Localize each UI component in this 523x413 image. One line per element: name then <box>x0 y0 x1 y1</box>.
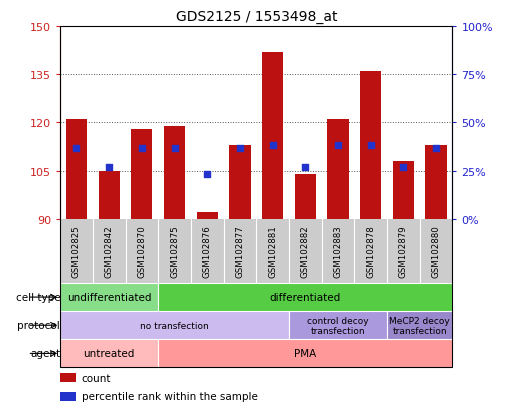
Bar <box>60 373 76 382</box>
Text: protocol: protocol <box>17 320 60 330</box>
Bar <box>164 126 185 219</box>
Text: count: count <box>82 373 111 383</box>
Point <box>432 145 440 152</box>
Bar <box>294 174 316 219</box>
Point <box>138 145 146 152</box>
Bar <box>60 311 289 339</box>
Bar <box>425 145 447 219</box>
Bar <box>387 311 452 339</box>
Text: GSM102878: GSM102878 <box>366 224 375 277</box>
Bar <box>158 339 452 368</box>
Bar <box>197 213 218 219</box>
Bar <box>66 120 87 219</box>
Text: GSM102880: GSM102880 <box>431 224 440 277</box>
Point <box>301 165 310 171</box>
Bar <box>327 120 349 219</box>
Bar <box>229 145 251 219</box>
Text: MeCP2 decoy
transfection: MeCP2 decoy transfection <box>389 316 450 335</box>
Text: GSM102876: GSM102876 <box>203 224 212 277</box>
Point <box>72 145 81 152</box>
Text: control decoy
transfection: control decoy transfection <box>307 316 369 335</box>
Bar <box>60 392 76 401</box>
Text: agent: agent <box>30 349 60 358</box>
Text: undifferentiated: undifferentiated <box>67 292 152 302</box>
Bar <box>393 161 414 219</box>
Text: untreated: untreated <box>84 349 135 358</box>
Point <box>334 142 342 149</box>
Text: GSM102842: GSM102842 <box>105 224 113 277</box>
Bar <box>60 283 158 311</box>
Text: differentiated: differentiated <box>270 292 341 302</box>
Bar <box>158 283 452 311</box>
Bar <box>60 339 158 368</box>
Text: PMA: PMA <box>294 349 316 358</box>
Text: GSM102877: GSM102877 <box>235 224 244 277</box>
Point <box>105 165 113 171</box>
Point <box>203 171 211 178</box>
Point <box>170 145 179 152</box>
Text: GSM102870: GSM102870 <box>138 224 146 277</box>
Text: GSM102875: GSM102875 <box>170 224 179 277</box>
Bar <box>360 72 381 219</box>
Title: GDS2125 / 1553498_at: GDS2125 / 1553498_at <box>176 10 337 24</box>
Bar <box>131 130 153 219</box>
Text: cell type: cell type <box>16 292 60 302</box>
Text: GSM102881: GSM102881 <box>268 224 277 277</box>
Text: percentile rank within the sample: percentile rank within the sample <box>82 392 258 401</box>
Bar <box>98 171 120 219</box>
Point <box>236 145 244 152</box>
Text: no transfection: no transfection <box>140 321 209 330</box>
Text: GSM102883: GSM102883 <box>334 224 343 277</box>
Text: GSM102882: GSM102882 <box>301 224 310 277</box>
Text: GSM102825: GSM102825 <box>72 224 81 277</box>
Point <box>268 142 277 149</box>
Point <box>367 142 375 149</box>
Bar <box>289 311 387 339</box>
Point <box>399 165 407 171</box>
Text: GSM102879: GSM102879 <box>399 224 408 277</box>
Bar <box>262 52 283 219</box>
